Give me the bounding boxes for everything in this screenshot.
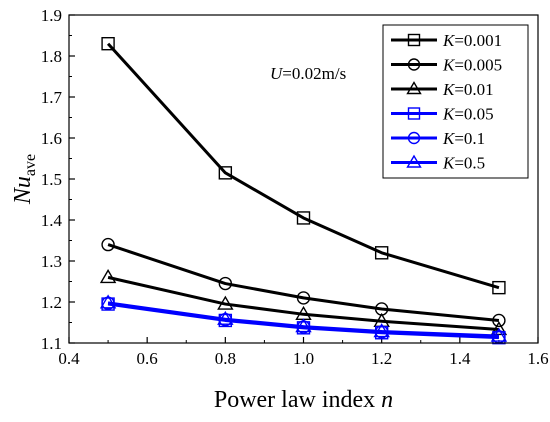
plot-frame — [68, 14, 539, 344]
legend-item: K=0.5 — [391, 154, 485, 173]
annotation-var: U — [270, 64, 284, 83]
legend-label: K=0.05 — [442, 105, 494, 124]
x-axis-title-text: Power law index — [214, 387, 381, 413]
square-marker — [296, 211, 311, 225]
legend-var: K — [442, 129, 456, 148]
legend-value: =0.5 — [454, 154, 485, 173]
square-marker — [492, 280, 506, 295]
legend-label: K=0.1 — [442, 129, 485, 148]
legend-var: K — [442, 105, 456, 124]
legend-box — [382, 24, 529, 179]
legend-label: K=0.005 — [442, 56, 502, 75]
legend-var: K — [442, 80, 456, 99]
y-tick-label: 1.4 — [41, 211, 63, 230]
circle-marker — [492, 313, 506, 328]
triangle-marker — [490, 327, 508, 342]
y-tick-label: 1.5 — [41, 170, 62, 189]
legend-value: =0.001 — [454, 31, 502, 50]
legend-var: K — [442, 31, 456, 50]
triangle-marker — [406, 81, 422, 95]
circle-marker — [407, 58, 421, 71]
triangle-marker — [373, 323, 390, 338]
legend-item: K=0.05 — [391, 105, 494, 124]
legend-var: K — [442, 56, 456, 75]
annotation: U=0.02m/s — [270, 64, 346, 83]
x-tick-label: 1.2 — [371, 349, 392, 368]
series-3 — [99, 269, 508, 336]
legend-var: K — [442, 154, 456, 173]
square-marker — [374, 246, 389, 260]
series-1 — [101, 37, 506, 295]
square-marker — [218, 166, 233, 180]
circle-marker — [218, 276, 233, 291]
circle-marker — [296, 291, 311, 305]
y-tick-label: 1.3 — [41, 252, 62, 271]
triangle-marker — [99, 294, 117, 309]
triangle-marker — [99, 269, 117, 284]
square-marker — [101, 37, 115, 51]
series-line — [107, 275, 500, 331]
legend-label: K=0.001 — [442, 31, 502, 50]
y-axis-title-sub: ave — [22, 154, 39, 176]
x-tick-label: 1.6 — [527, 349, 548, 368]
triangle-marker — [217, 310, 234, 325]
y-tick-label: 1.2 — [41, 293, 62, 312]
series-line — [106, 42, 500, 290]
triangle-marker — [295, 318, 312, 333]
legend-item: K=0.01 — [391, 80, 494, 99]
x-tick-label: 1.4 — [449, 349, 471, 368]
legend-item: K=0.005 — [391, 56, 502, 75]
triangle-marker — [406, 154, 422, 168]
series-2 — [101, 237, 506, 328]
x-tick-label: 1.0 — [293, 349, 314, 368]
annotation-text: =0.02m/s — [282, 64, 346, 83]
legend-value: =0.05 — [454, 105, 493, 124]
x-tick-label: 0.8 — [215, 349, 236, 368]
square-marker — [407, 33, 421, 47]
y-tick-label: 1.8 — [41, 47, 62, 66]
y-axis-title-var: Nu — [10, 176, 36, 205]
triangle-marker — [217, 295, 234, 310]
x-axis-title: Power law index n — [214, 387, 393, 413]
legend-value: =0.01 — [454, 80, 493, 99]
circle-marker — [101, 237, 115, 252]
circle-marker — [407, 131, 421, 145]
triangle-marker — [490, 321, 508, 336]
legend-item: K=0.001 — [391, 31, 502, 50]
legend-label: K=0.01 — [442, 80, 494, 99]
legend-label: K=0.5 — [442, 154, 485, 173]
square-marker — [407, 107, 421, 120]
series-line — [107, 243, 500, 322]
legend-value: =0.1 — [454, 129, 485, 148]
series-line — [107, 301, 499, 338]
series-layer — [99, 37, 508, 345]
y-tick-label: 1.7 — [41, 88, 63, 107]
y-tick-label: 1.6 — [41, 129, 62, 148]
legend-value: =0.005 — [454, 56, 502, 75]
y-tick-label: 1.9 — [41, 6, 62, 25]
series-6 — [99, 294, 508, 342]
y-axis-title: Nuave — [10, 154, 39, 205]
legend-item: K=0.1 — [391, 129, 485, 148]
y-tick-label: 1.1 — [41, 334, 62, 353]
x-tick-label: 0.6 — [137, 349, 158, 368]
x-tick-label: 0.4 — [58, 349, 80, 368]
x-axis-title-var: n — [381, 387, 393, 413]
